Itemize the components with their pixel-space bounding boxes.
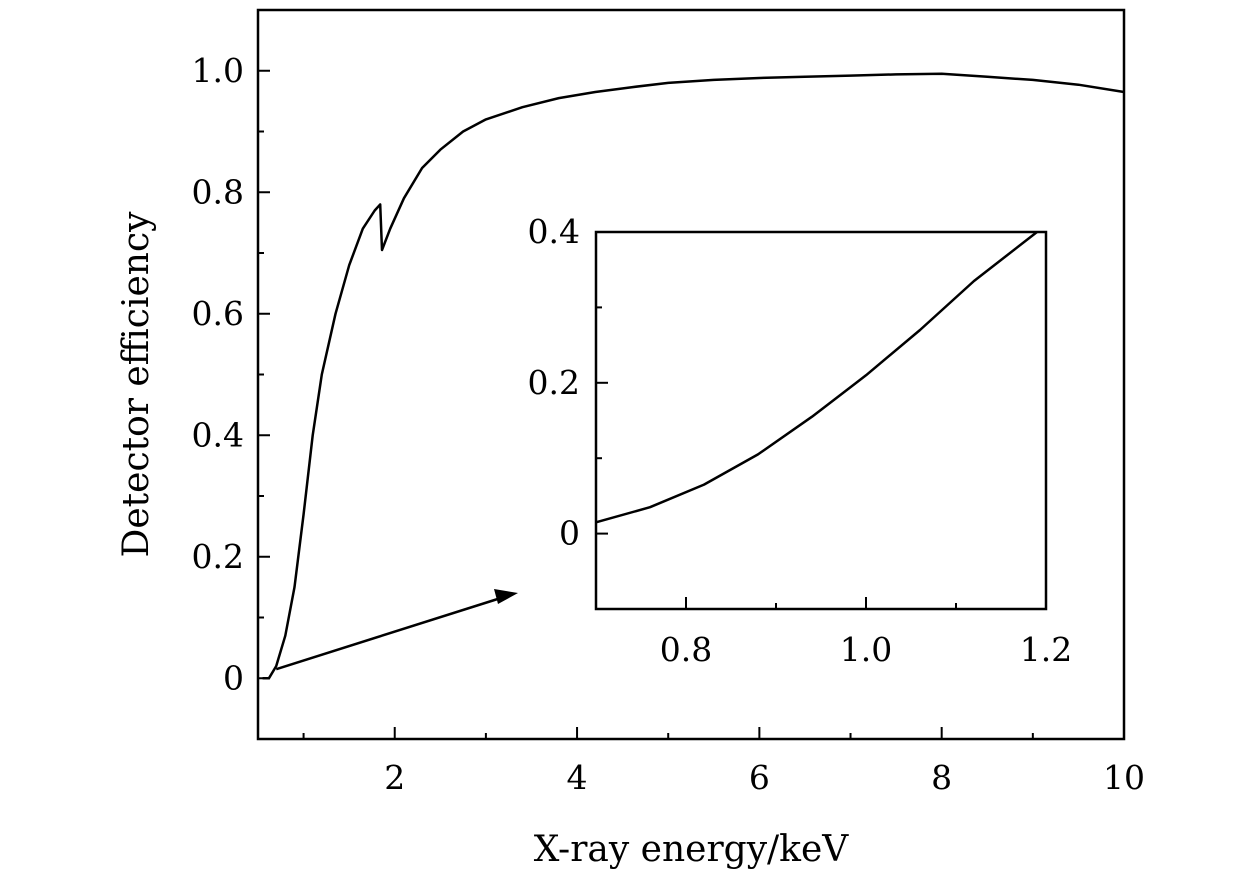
x-tick-label: 0.8	[660, 630, 712, 669]
y-tick-label: 0.2	[192, 537, 244, 576]
y-tick-label: 1.0	[192, 51, 244, 90]
arrow-shaft	[275, 595, 505, 671]
main-plot: 2 4 6 8 10 0 0.2 0.4 0.6 0.8 1.0 X-ray energy/keV De…	[116, 8, 1145, 870]
y-tick-label: 0.2	[528, 363, 580, 402]
x-tick-label: 1.2	[1020, 630, 1072, 669]
y-tick-label: 0.8	[192, 172, 244, 211]
plot-frame	[594, 230, 1048, 611]
x-tick-label: 2	[384, 758, 405, 797]
zoom-arrow	[275, 589, 518, 671]
y-tick-label: 0.6	[192, 294, 244, 333]
x-tick-label: 4	[567, 758, 588, 797]
efficiency-curve	[262, 72, 1125, 680]
y-tick-label: 0.4	[528, 212, 580, 251]
y-tick-label: 0	[223, 658, 244, 697]
arrow-head	[494, 589, 518, 604]
x-tick-label: 6	[749, 758, 770, 797]
x-tick-label: 1.0	[840, 630, 892, 669]
y-axis-label: Detector efficiency	[116, 211, 157, 558]
x-tick-label: 10	[1103, 758, 1145, 797]
y-tick-label: 0.4	[192, 415, 244, 454]
inset-plot: 0.8 1.0 1.2 0 0.2 0.4	[528, 212, 1073, 669]
y-tick-label: 0	[559, 514, 580, 553]
efficiency-curve	[595, 231, 1038, 524]
x-axis-label: X-ray energy/keV	[534, 829, 850, 870]
x-tick-label: 8	[931, 758, 952, 797]
